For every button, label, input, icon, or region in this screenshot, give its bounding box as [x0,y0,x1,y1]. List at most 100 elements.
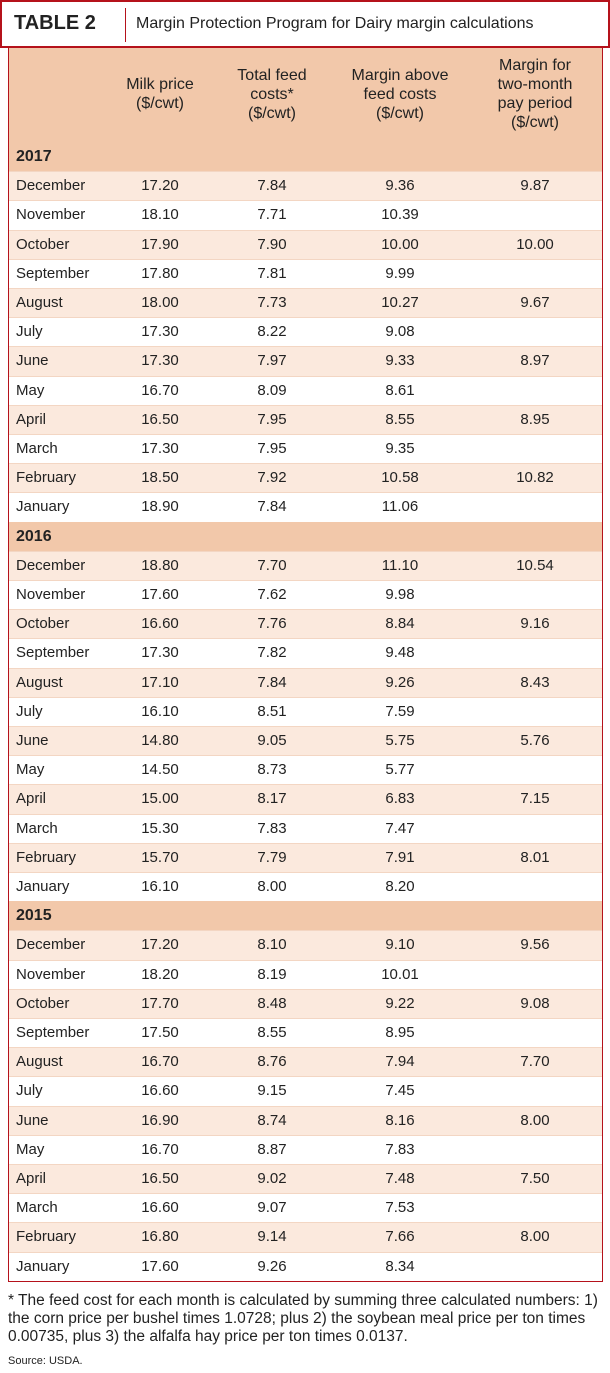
month-cell: December [16,556,86,574]
footnote: * The feed cost for each month is calcul… [8,1292,598,1345]
data-row [9,550,602,580]
value-cell: 9.36 [385,177,415,195]
column-header: ($/cwt) [136,95,184,112]
value-cell: 10.39 [381,206,419,224]
data-row [9,258,602,288]
value-cell: 5.75 [385,732,415,749]
value-cell: 17.30 [141,440,179,457]
value-cell: 8.73 [257,761,287,779]
value-cell: 7.76 [257,615,287,633]
value-cell: 8.84 [385,615,415,633]
value-cell: 17.10 [141,673,179,691]
month-cell: June [16,1111,49,1129]
value-cell: 7.97 [257,352,287,370]
value-cell: 7.59 [385,702,415,720]
value-cell: 5.77 [385,761,415,779]
month-cell: January [16,878,70,895]
value-cell: 8.74 [257,1111,287,1129]
value-cell: 9.14 [257,1228,287,1246]
value-cell: 8.20 [385,878,415,895]
year-label: 2016 [16,527,52,545]
data-row [9,696,602,726]
value-cell: 8.48 [257,994,287,1012]
value-cell: 17.50 [141,1024,179,1041]
value-cell: 17.20 [141,936,179,954]
month-cell: May [16,1140,45,1158]
value-cell: 18.50 [141,469,179,487]
value-cell: 7.62 [257,586,287,603]
month-cell: August [16,673,63,691]
value-cell: 11.06 [381,498,419,516]
value-cell: 8.00 [520,1228,550,1246]
value-cell: 16.50 [141,1170,179,1187]
value-cell: 7.66 [385,1228,415,1246]
data-row [9,580,602,610]
value-cell: 9.16 [520,615,550,633]
data-row [9,609,602,639]
value-cell: 7.47 [385,819,415,837]
month-cell: July [16,323,43,341]
value-cell: 9.56 [520,936,550,954]
value-cell: 7.84 [257,177,287,195]
month-cell: March [16,440,58,457]
value-cell: 5.76 [520,732,550,749]
column-header: pay period [497,95,573,112]
value-cell: 16.80 [141,1228,179,1246]
value-cell: 9.08 [385,323,415,341]
value-cell: 17.30 [141,323,179,341]
value-cell: 8.76 [257,1053,287,1071]
value-cell: 17.60 [141,1257,179,1275]
value-cell: 8.87 [257,1140,287,1158]
column-header: Milk price [126,76,194,93]
value-cell: 7.95 [257,410,287,428]
data-row [9,434,602,464]
value-cell: 7.90 [257,235,287,253]
column-header: costs* [250,85,294,103]
value-cell: 16.10 [141,878,179,895]
value-cell: 7.48 [385,1170,415,1187]
value-cell: 10.58 [381,469,419,487]
data-row [9,346,602,376]
year-label: 2017 [16,148,52,165]
value-cell: 7.83 [385,1140,415,1158]
divider [125,8,126,42]
value-cell: 16.70 [141,1053,179,1071]
value-cell: 9.15 [257,1082,287,1100]
value-cell: 8.19 [257,965,287,983]
value-cell: 8.55 [385,410,415,428]
table-title: Margin Protection Program for Dairy marg… [136,15,534,32]
value-cell: 14.50 [141,761,179,779]
value-cell: 9.35 [385,440,415,457]
value-cell: 9.05 [257,732,287,749]
value-cell: 9.87 [520,177,550,195]
value-cell: 14.80 [141,732,179,749]
value-cell: 8.43 [520,673,550,691]
value-cell: 9.48 [385,644,415,662]
month-cell: December [16,177,86,195]
value-cell: 7.15 [520,790,550,808]
value-cell: 16.10 [141,702,179,720]
month-cell: July [16,702,43,720]
value-cell: 8.34 [385,1257,415,1275]
value-cell: 7.71 [257,206,287,224]
column-header: ($/cwt) [511,114,559,131]
data-row [9,171,602,201]
month-cell: April [16,410,47,428]
value-cell: 15.00 [141,790,179,808]
value-cell: 18.90 [141,498,179,516]
value-cell: 17.30 [141,352,179,370]
data-row [9,1251,602,1281]
value-cell: 9.10 [385,936,415,954]
value-cell: 15.70 [141,848,179,866]
value-cell: 17.90 [141,235,179,253]
value-cell: 16.70 [141,1140,179,1158]
value-cell: 8.09 [257,381,287,399]
month-cell: May [16,381,45,399]
value-cell: 11.10 [381,556,419,574]
value-cell: 8.95 [520,410,550,428]
month-cell: March [16,1199,58,1217]
data-row [9,1134,602,1164]
value-cell: 7.73 [257,294,287,311]
value-cell: 7.53 [385,1199,415,1217]
month-cell: April [16,1170,47,1187]
